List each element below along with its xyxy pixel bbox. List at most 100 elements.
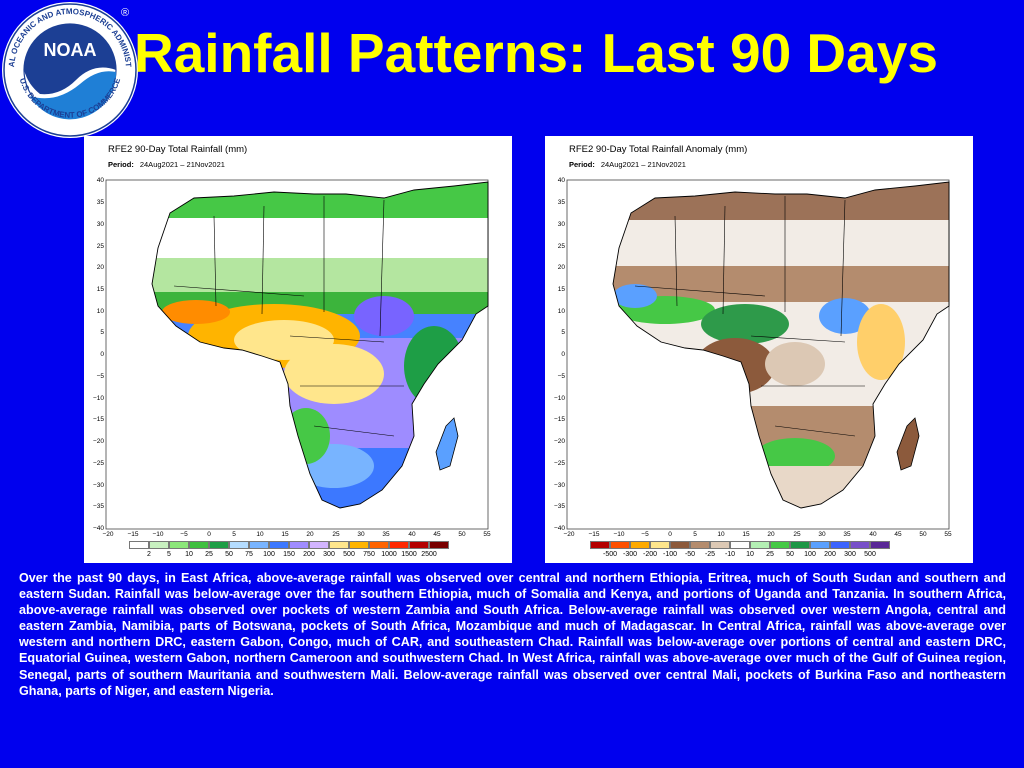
svg-text:−10: −10	[93, 395, 104, 402]
svg-text:45: 45	[433, 531, 441, 538]
svg-text:30: 30	[97, 221, 105, 228]
legend-value-label: -300	[622, 551, 637, 558]
legend-value-label: 500	[343, 551, 355, 558]
legend-value-label: 500	[864, 551, 876, 558]
svg-text:−15: −15	[554, 416, 565, 423]
legend-swatch	[810, 541, 830, 549]
svg-text:−10: −10	[613, 531, 624, 538]
legend-swatch	[289, 541, 309, 549]
legend-swatch	[610, 541, 630, 549]
legend-value-label: 200	[303, 551, 315, 558]
legend-swatch	[249, 541, 269, 549]
svg-text:−20: −20	[93, 438, 104, 445]
legend-value-label: 50	[225, 551, 233, 558]
svg-text:−40: −40	[93, 525, 104, 532]
total-rainfall-map: 40 35 30 25 20 15 10 5 0 −5 −10 −15 −20 …	[84, 136, 512, 563]
legend-swatch	[690, 541, 710, 549]
legend-swatch	[229, 541, 249, 549]
svg-text:35: 35	[382, 531, 390, 538]
legend-value-label: 200	[824, 551, 836, 558]
legend-swatch	[409, 541, 429, 549]
svg-text:15: 15	[97, 286, 105, 293]
legend-swatch	[429, 541, 449, 549]
legend-value-label: 10	[185, 551, 193, 558]
legend-swatch	[349, 541, 369, 549]
legend-swatch	[770, 541, 790, 549]
legend-value-label: 1000	[381, 551, 397, 558]
legend-swatch	[790, 541, 810, 549]
svg-text:−15: −15	[588, 531, 599, 538]
legend-value-label: 25	[766, 551, 774, 558]
legend-swatch	[389, 541, 409, 549]
legend-swatch	[850, 541, 870, 549]
svg-text:25: 25	[793, 531, 801, 538]
legend-swatch	[670, 541, 690, 549]
svg-text:30: 30	[357, 531, 365, 538]
svg-text:−10: −10	[554, 395, 565, 402]
total-rainfall-legend	[129, 541, 449, 550]
legend-value-label: -100	[662, 551, 677, 558]
legend-value-label: 300	[323, 551, 335, 558]
svg-text:15: 15	[558, 286, 566, 293]
longitude-axis: −20 −15 −10 −5 0 5 10 15 20 25 30 35 40 …	[102, 531, 491, 538]
svg-text:40: 40	[869, 531, 877, 538]
svg-text:0: 0	[100, 351, 104, 358]
svg-text:−25: −25	[93, 460, 104, 467]
legend-value-label: 100	[804, 551, 816, 558]
svg-text:5: 5	[100, 329, 104, 336]
legend-value-label: 5	[167, 551, 171, 558]
legend-value-label: 150	[283, 551, 295, 558]
legend-value-label: 750	[363, 551, 375, 558]
legend-swatch	[129, 541, 149, 549]
svg-text:−10: −10	[152, 531, 163, 538]
legend-value-label: 100	[263, 551, 275, 558]
svg-text:40: 40	[97, 177, 105, 184]
legend-swatch	[149, 541, 169, 549]
svg-text:®: ®	[121, 7, 129, 19]
svg-text:35: 35	[843, 531, 851, 538]
svg-text:55: 55	[944, 531, 952, 538]
legend-value-label: 75	[245, 551, 253, 558]
legend-value-label: 10	[746, 551, 754, 558]
svg-text:−35: −35	[554, 503, 565, 510]
legend-value-label: 2500	[421, 551, 437, 558]
legend-swatch	[710, 541, 730, 549]
svg-text:55: 55	[483, 531, 491, 538]
svg-text:35: 35	[97, 199, 105, 206]
svg-text:25: 25	[97, 243, 105, 250]
svg-text:−20: −20	[563, 531, 574, 538]
svg-text:40: 40	[558, 177, 566, 184]
legend-value-label: -200	[642, 551, 657, 558]
svg-text:10: 10	[256, 531, 264, 538]
map-period: Period: 24Aug2021 – 21Nov2021	[569, 160, 686, 169]
total-rainfall-map-canvas: 40 35 30 25 20 15 10 5 0 −5 −10 −15 −20 …	[93, 177, 491, 538]
svg-text:15: 15	[742, 531, 750, 538]
svg-text:0: 0	[207, 531, 211, 538]
svg-text:50: 50	[919, 531, 927, 538]
rainfall-anomaly-legend	[590, 541, 890, 550]
svg-text:0: 0	[668, 531, 672, 538]
svg-text:25: 25	[332, 531, 340, 538]
legend-swatch	[630, 541, 650, 549]
legend-swatch	[590, 541, 610, 549]
svg-text:−30: −30	[554, 482, 565, 489]
legend-swatch	[870, 541, 890, 549]
svg-text:−30: −30	[93, 482, 104, 489]
legend-value-label: 25	[205, 551, 213, 558]
svg-text:10: 10	[97, 308, 105, 315]
svg-text:50: 50	[458, 531, 466, 538]
svg-text:5: 5	[232, 531, 236, 538]
svg-text:20: 20	[767, 531, 775, 538]
svg-text:−5: −5	[97, 373, 105, 380]
legend-swatch	[269, 541, 289, 549]
legend-swatch	[750, 541, 770, 549]
svg-text:−15: −15	[93, 416, 104, 423]
svg-text:−5: −5	[180, 531, 188, 538]
svg-text:0: 0	[561, 351, 565, 358]
legend-value-label: -25	[704, 551, 716, 558]
legend-swatch	[209, 541, 229, 549]
svg-text:−20: −20	[554, 438, 565, 445]
legend-value-label: -500	[602, 551, 617, 558]
rainfall-anomaly-map: 40 35 30 25 20 15 10 5 0 −5 −10 −15 −20 …	[545, 136, 973, 563]
legend-value-label: -50	[684, 551, 696, 558]
